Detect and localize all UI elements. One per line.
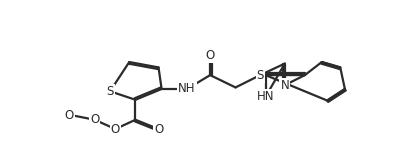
Text: O: O bbox=[110, 123, 120, 135]
Text: O: O bbox=[65, 109, 74, 123]
Text: NH: NH bbox=[178, 82, 196, 95]
Text: O: O bbox=[90, 113, 99, 126]
Text: O: O bbox=[205, 49, 214, 62]
Text: N: N bbox=[280, 79, 288, 92]
Text: S: S bbox=[256, 69, 263, 82]
Text: HN: HN bbox=[256, 90, 274, 103]
Text: S: S bbox=[106, 85, 113, 98]
Text: O: O bbox=[153, 123, 163, 135]
